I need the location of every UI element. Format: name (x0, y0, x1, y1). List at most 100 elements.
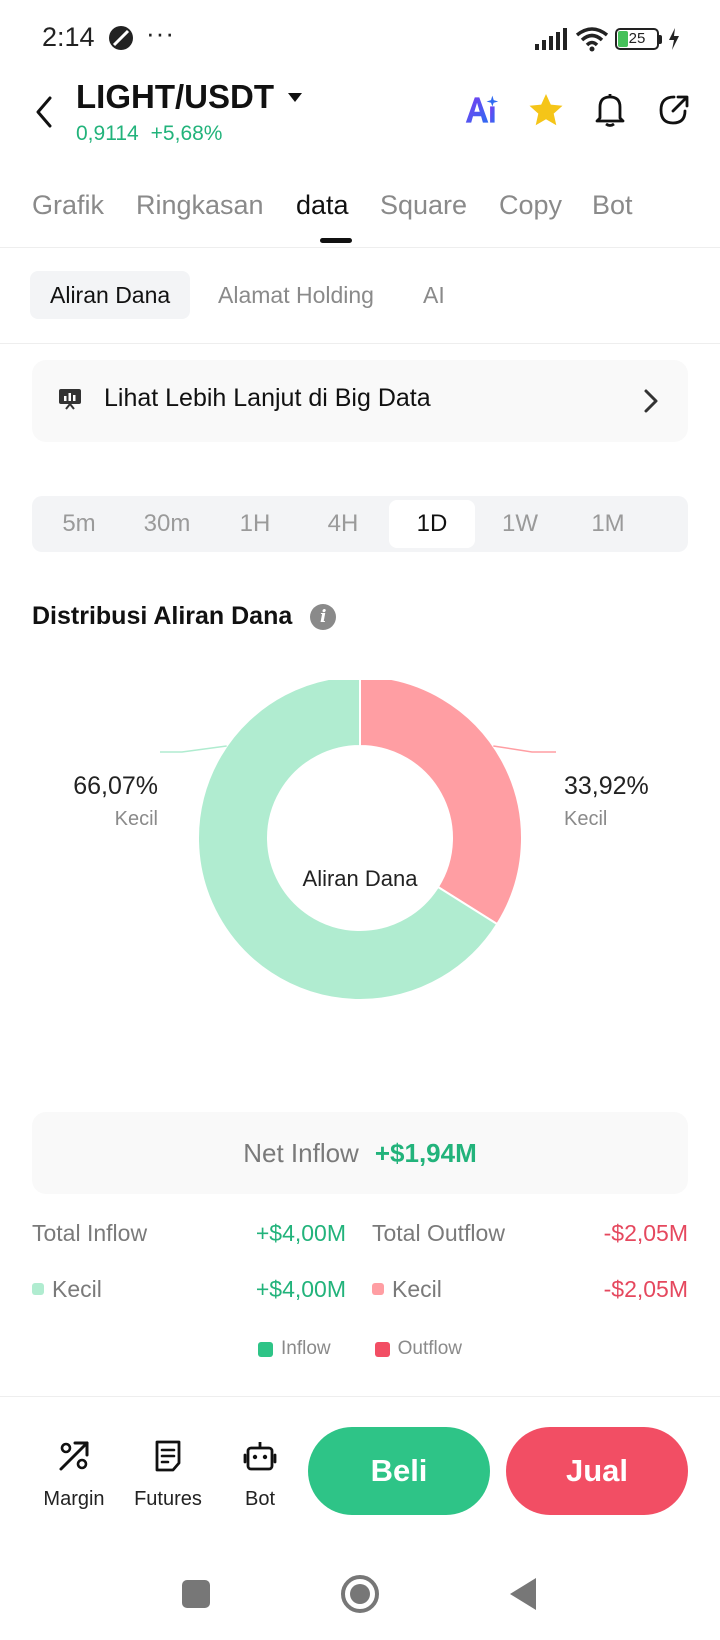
timeframe-5m[interactable]: 5m (62, 510, 96, 537)
fund-flow-donut-chart: Aliran Dana 66,07% Kecil 33,92% Kecil (0, 680, 720, 1080)
recents-square-icon[interactable] (176, 1574, 216, 1614)
futures-label: Futures (134, 1488, 202, 1510)
tab-grafik[interactable]: Grafik (32, 190, 105, 220)
section-title: Distribusi Aliran Dana i (32, 602, 337, 631)
active-tab-indicator (320, 238, 352, 243)
pair-name: LIGHT/USDT (76, 78, 274, 115)
small-inflow-value: +$4,00M (255, 1276, 346, 1302)
donut-svg (160, 680, 556, 1001)
header-actions (464, 92, 692, 128)
pair-selector[interactable]: LIGHT/USDT (76, 78, 302, 116)
sub-tabs: Aliran Dana Alamat Holding AI (0, 268, 720, 344)
status-bar: 2:14 ··· 25 (0, 0, 720, 80)
timeframe-1h[interactable]: 1H (239, 510, 271, 537)
caret-down-icon (287, 92, 302, 102)
timeframe-1w[interactable]: 1W (502, 510, 538, 537)
net-inflow-value: +$1,94M (374, 1138, 477, 1168)
inflow-slice-percent: 66,07% (73, 772, 158, 800)
outflow-slice-percent: 33,92% (564, 772, 649, 800)
tab-ringkasan[interactable]: Ringkasan (136, 190, 264, 220)
tab-copy[interactable]: Copy (499, 190, 563, 220)
favorite-star-icon[interactable] (528, 92, 564, 128)
inflow-slice-label: Kecil (114, 808, 158, 830)
small-outflow-row: Kecil -$2,05M (372, 1276, 688, 1306)
legend-outflow: Outflow (374, 1338, 463, 1360)
price-change: +5,68% (150, 122, 223, 145)
subtab-aliran-dana[interactable]: Aliran Dana (30, 271, 191, 319)
info-icon[interactable]: i (310, 603, 337, 630)
small-inflow-label-wrap: Kecil (32, 1276, 102, 1303)
last-price: 0,9114 (76, 122, 139, 145)
leader-line-outflow (493, 745, 556, 753)
small-outflow-swatch (372, 1282, 384, 1295)
total-inflow-row: Total Inflow +$4,00M (32, 1220, 346, 1250)
donut-center-label: Aliran Dana (302, 866, 418, 891)
timeframe-1d[interactable]: 1D (389, 500, 475, 548)
signal-icon (535, 28, 567, 50)
pair-header: LIGHT/USDT 0,9114 +5,68% (0, 70, 720, 160)
system-nav-bar (0, 1560, 720, 1630)
charging-icon (669, 28, 679, 50)
legend-outflow-swatch (374, 1341, 390, 1357)
futures-button[interactable]: Futures (128, 1439, 208, 1511)
status-time: 2:14 (42, 22, 95, 52)
leader-line-inflow (160, 745, 227, 753)
small-inflow-swatch (32, 1282, 44, 1295)
more-notifications-icon: ··· (146, 18, 175, 48)
total-inflow-label: Total Inflow (32, 1220, 148, 1246)
tab-data[interactable]: data (296, 190, 349, 220)
donut-slice-outflow[interactable] (359, 680, 523, 926)
share-icon[interactable] (656, 92, 692, 128)
wifi-icon (575, 27, 609, 52)
donut-slice-inflow[interactable] (197, 680, 499, 1001)
total-outflow-value: -$2,05M (603, 1220, 688, 1246)
legend-inflow-label: Inflow (280, 1338, 331, 1359)
timeframe-30m[interactable]: 30m (143, 510, 191, 537)
presentation-chart-icon (59, 389, 81, 410)
flow-legend: Inflow Outflow (0, 1338, 720, 1360)
battery-tip (659, 34, 662, 44)
futures-document-icon (155, 1440, 181, 1472)
timeframe-4h[interactable]: 4H (327, 510, 359, 537)
bell-icon[interactable] (592, 92, 628, 128)
back-triangle-icon[interactable] (504, 1574, 544, 1614)
home-circle-icon[interactable] (340, 1574, 380, 1614)
battery-indicator: 25 (615, 28, 659, 50)
legend-outflow-label: Outflow (397, 1338, 463, 1359)
sell-button[interactable]: Jual (506, 1427, 688, 1515)
price-row: 0,9114 +5,68% (76, 122, 222, 146)
timeframe-selector: 5m 30m 1H 4H 1D 1W 1M (32, 496, 688, 552)
chevron-right-icon (644, 389, 658, 413)
net-inflow-label: Net Inflow (243, 1138, 359, 1168)
subtab-alamat-holding[interactable]: Alamat Holding (218, 282, 374, 308)
status-indicators: 25 (535, 24, 680, 54)
tab-square[interactable]: Square (380, 190, 468, 220)
timeframe-1m[interactable]: 1M (591, 510, 625, 537)
battery-level: 25 (628, 30, 646, 47)
subtab-ai[interactable]: AI (423, 282, 445, 308)
margin-label: Margin (43, 1488, 105, 1510)
small-outflow-label-wrap: Kecil (372, 1276, 442, 1303)
buy-button[interactable]: Beli (308, 1427, 490, 1515)
margin-icon (59, 1441, 89, 1471)
small-outflow-value: -$2,05M (603, 1276, 688, 1302)
robot-icon (243, 1442, 277, 1471)
small-inflow-label: Kecil (52, 1276, 102, 1302)
net-inflow-card: Net Inflow +$1,94M (32, 1112, 688, 1194)
small-outflow-label: Kecil (392, 1276, 442, 1302)
tab-bot[interactable]: Bot (592, 190, 633, 220)
margin-button[interactable]: Margin (34, 1439, 114, 1511)
total-outflow-row: Total Outflow -$2,05M (372, 1220, 688, 1250)
small-inflow-row: Kecil +$4,00M (32, 1276, 346, 1306)
section-title-text: Distribusi Aliran Dana (32, 602, 293, 630)
big-data-link[interactable]: Lihat Lebih Lanjut di Big Data (32, 360, 688, 442)
app-notification-icon (109, 26, 133, 50)
bottom-action-bar: Margin Futures Bot Beli Jual (0, 1396, 720, 1526)
back-icon[interactable] (30, 90, 60, 134)
big-data-label: Lihat Lebih Lanjut di Big Data (104, 384, 431, 412)
outflow-slice-label: Kecil (564, 808, 608, 830)
bot-label: Bot (244, 1488, 276, 1510)
legend-inflow-swatch (257, 1341, 273, 1357)
ai-icon[interactable] (464, 92, 500, 128)
bot-button[interactable]: Bot (220, 1439, 300, 1511)
